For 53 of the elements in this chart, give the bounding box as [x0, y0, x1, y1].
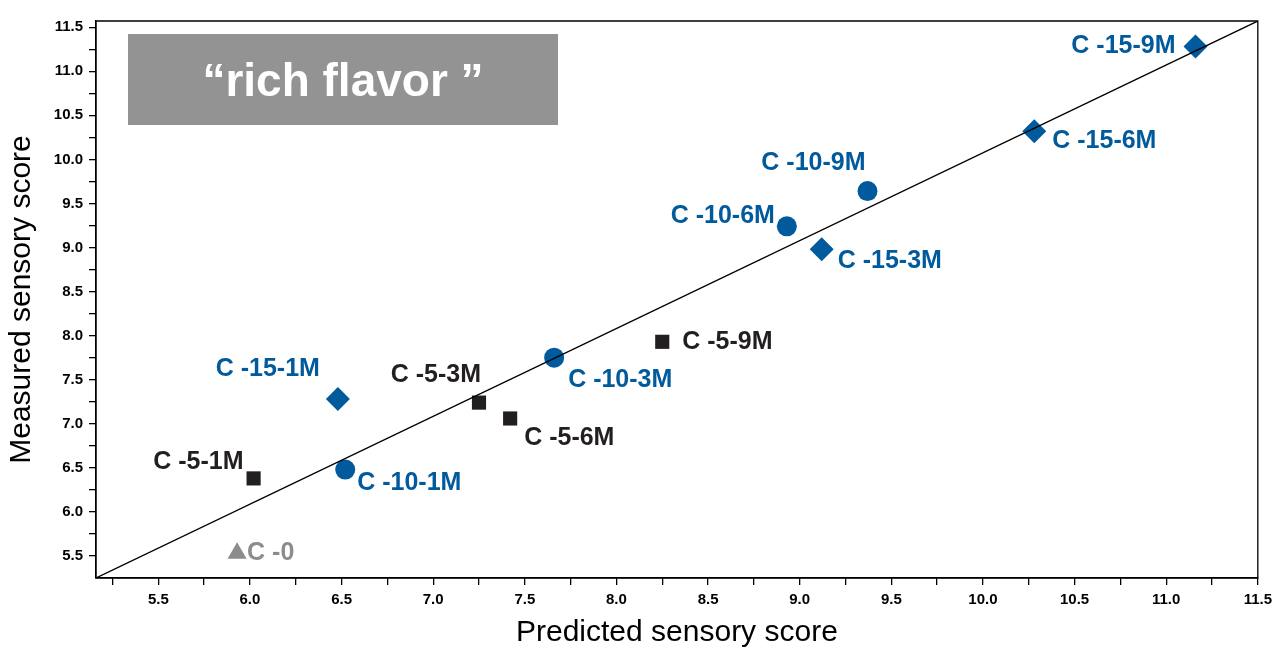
y-tick-label: 8.0	[62, 325, 83, 343]
x-tick-label: 10.5	[1059, 590, 1090, 608]
y-tick-label: 5.5	[62, 546, 83, 564]
point	[809, 237, 834, 262]
x-tick-label: 7.0	[422, 590, 444, 608]
annotation: C -10-3M	[568, 363, 673, 392]
point	[503, 411, 518, 426]
y-tick-label: 6.0	[62, 502, 83, 520]
point	[471, 395, 487, 410]
y-tick-label: 8.5	[62, 281, 83, 299]
x-tick-label: 8.0	[606, 590, 627, 608]
point	[1183, 34, 1208, 59]
annotation: C -5-6M	[524, 422, 615, 451]
point	[857, 181, 878, 202]
y-tick-label: 10.0	[53, 149, 83, 167]
point	[325, 387, 350, 412]
annotation: C -10-9M	[761, 146, 866, 175]
y-tick-label: 10.5	[53, 105, 83, 123]
x-tick-label: 9.5	[880, 590, 902, 608]
x-tick-label: 10.0	[968, 590, 998, 608]
x-tick-label: 7.5	[514, 590, 536, 608]
annotation: C -5-9M	[682, 325, 773, 354]
y-tick-label: 7.0	[62, 413, 83, 431]
point	[1022, 119, 1047, 144]
annotation: C -15-1M	[215, 352, 320, 381]
x-axis-title: Predicted sensory score	[516, 614, 838, 648]
point	[335, 459, 356, 480]
y-tick-label: 11.0	[54, 61, 83, 79]
annotation: C -5-3M	[390, 358, 481, 387]
annotation: C -10-6M	[670, 200, 775, 229]
x-tick-label: 11.0	[1152, 590, 1181, 608]
x-tick-label: 6.0	[239, 590, 261, 608]
annotation: C -15-3M	[837, 245, 942, 274]
y-tick-label: 6.5	[62, 457, 83, 475]
annotation: C -15-6M	[1052, 125, 1157, 154]
y-tick-label: 7.5	[62, 369, 83, 387]
x-tick-label: 11.5	[1243, 590, 1272, 608]
y-tick-label: 11.5	[54, 17, 83, 35]
y-tick-label: 9.5	[62, 193, 83, 211]
x-tick-label: 9.0	[789, 590, 811, 608]
point	[246, 471, 261, 486]
annotation: C -0	[247, 537, 295, 566]
x-tick-label: 8.5	[697, 590, 719, 608]
y-axis-title: Measured sensory score	[3, 135, 37, 464]
x-tick-label: 6.5	[331, 590, 352, 608]
point	[544, 347, 565, 368]
point	[776, 216, 797, 237]
point	[655, 334, 670, 349]
annotation: C -10-1M	[357, 467, 462, 496]
x-tick-label: 5.5	[147, 590, 169, 608]
annotation: C -15-9M	[1071, 30, 1176, 59]
y-tick-label: 9.0	[62, 237, 83, 255]
annotation: C -5-1M	[153, 446, 244, 475]
